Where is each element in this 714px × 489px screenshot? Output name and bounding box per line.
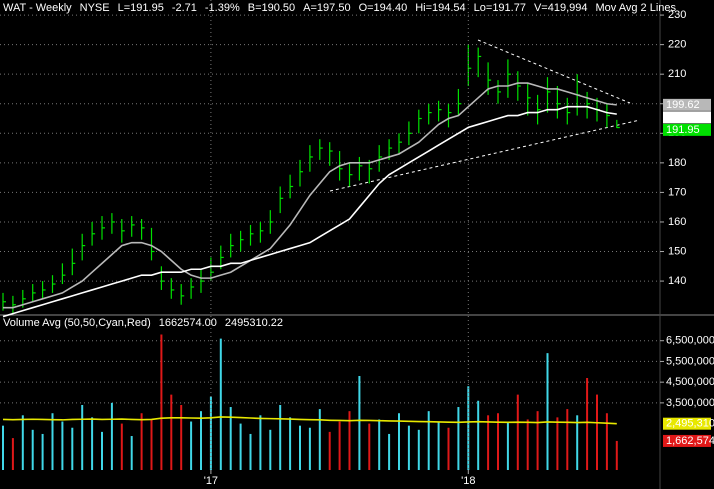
y-tick-label: 230 — [668, 9, 686, 21]
y-tick-label: 150 — [668, 245, 686, 257]
value-box-label: 191.95 — [666, 124, 700, 136]
value-box-label: 1,662,574 — [666, 435, 714, 447]
header-text: Volume Avg (50,50,Cyan,Red) — [3, 317, 151, 329]
header-text: -2.71 — [172, 2, 197, 14]
value-box — [663, 98, 711, 111]
value-box — [663, 434, 711, 447]
header-text: -1.39% — [205, 2, 240, 14]
moving-average — [3, 82, 617, 309]
header-text: B=190.50 — [248, 2, 295, 14]
y-tick-label: 210 — [668, 68, 686, 80]
y-tick-label: 160 — [668, 216, 686, 228]
y-tick-label: 3,500,000 — [666, 397, 714, 409]
x-tick-label: '17 — [204, 475, 218, 487]
y-tick-label: 6,500,000 — [666, 335, 714, 347]
header-text: A=197.50 — [303, 2, 350, 14]
header-text: L=191.95 — [118, 2, 164, 14]
header-text: WAT - Weekly — [3, 2, 72, 14]
header-text: NYSE — [80, 2, 110, 14]
header-text: O=194.40 — [359, 2, 408, 14]
volume-average — [2, 416, 617, 425]
value-box — [663, 123, 711, 136]
header-text: 2495310.22 — [225, 317, 283, 329]
header-text: Lo=191.77 — [474, 2, 526, 14]
y-tick-label: 180 — [668, 157, 686, 169]
x-tick-label: '18 — [461, 475, 475, 487]
value-box — [663, 417, 711, 430]
trendline — [477, 39, 631, 104]
header-text: Mov Avg 2 Lines — [596, 2, 677, 14]
header-text: Hi=194.54 — [415, 2, 465, 14]
value-box-label: 2,495,310 — [666, 418, 714, 430]
y-tick-label: 140 — [668, 275, 686, 287]
y-tick-label: 170 — [668, 186, 686, 198]
y-tick-label: 5,500,000 — [666, 355, 714, 367]
value-box — [663, 111, 711, 124]
value-box-label: 199.62 — [666, 99, 700, 111]
y-tick-label: 4,500,000 — [666, 376, 714, 388]
moving-average — [2, 105, 617, 318]
y-tick-label: 220 — [668, 39, 686, 51]
header-text: 1662574.00 — [159, 317, 217, 329]
value-box-label: 196.48 — [666, 111, 700, 123]
header-text: V=419,994 — [534, 2, 588, 14]
trendline — [329, 119, 641, 192]
